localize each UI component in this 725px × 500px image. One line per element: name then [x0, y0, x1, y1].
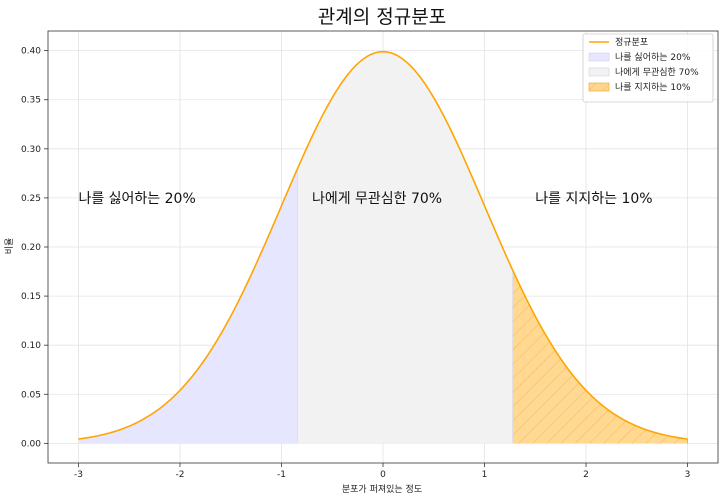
region-fills [78, 51, 688, 444]
legend-fill-swatch [588, 52, 610, 62]
y-tick-label: 0.40 [21, 47, 41, 57]
x-tick-label: -3 [74, 470, 83, 480]
y-tick-label: 0.15 [21, 292, 41, 302]
x-tick-label: 1 [482, 470, 488, 480]
legend-box [582, 33, 714, 103]
y-tick-label: 0.00 [21, 439, 41, 449]
fill-region-1 [78, 168, 298, 444]
curve-layer [78, 50, 688, 440]
y-tick-label: 0.25 [21, 194, 41, 204]
x-axis-ticks: -3 -2 -1 0 1 2 3 [74, 463, 690, 480]
y-tick-label: 0.20 [21, 243, 41, 253]
chart-title: 관계의 정규분포 [318, 6, 446, 28]
legend-label: 나를 지지하는 10% [615, 82, 691, 93]
x-tick-label: 2 [583, 470, 589, 480]
y-axis-label: 비율 [4, 238, 15, 255]
legend-label: 나에게 무관심한 70% [615, 67, 699, 78]
x-tick-label: -1 [277, 470, 286, 480]
region-annotation: 나에게 무관심한 70% [312, 191, 442, 207]
region-annotation: 나를 지지하는 10% [535, 191, 652, 207]
normal-curve-line [78, 50, 688, 440]
x-axis-label: 분포가 퍼져있는 정도 [342, 483, 422, 495]
y-tick-label: 0.05 [21, 390, 41, 400]
x-tick-label: -2 [175, 470, 184, 480]
y-tick-label: 0.35 [21, 96, 41, 106]
region-annotations: 나를 싫어하는 20% 나에게 무관심한 70% 나를 지지하는 10% [78, 191, 652, 207]
region-annotation: 나를 싫어하는 20% [78, 191, 195, 207]
y-tick-label: 0.30 [21, 145, 41, 155]
x-tick-label: 3 [685, 470, 691, 480]
y-axis-ticks: 0.00 0.05 0.10 0.15 0.20 0.25 0.30 0.35 0.40 [21, 47, 48, 449]
x-tick-label: 0 [380, 470, 386, 480]
legend-fill-swatch [588, 67, 610, 77]
fill-region-2 [297, 51, 513, 444]
fill-region-3-hatch [512, 270, 688, 444]
legend-label: 정규분포 [615, 37, 648, 48]
y-tick-label: 0.10 [21, 341, 41, 351]
legend-hatch-swatch [589, 83, 609, 91]
legend-label: 나를 싫어하는 20% [615, 52, 691, 63]
